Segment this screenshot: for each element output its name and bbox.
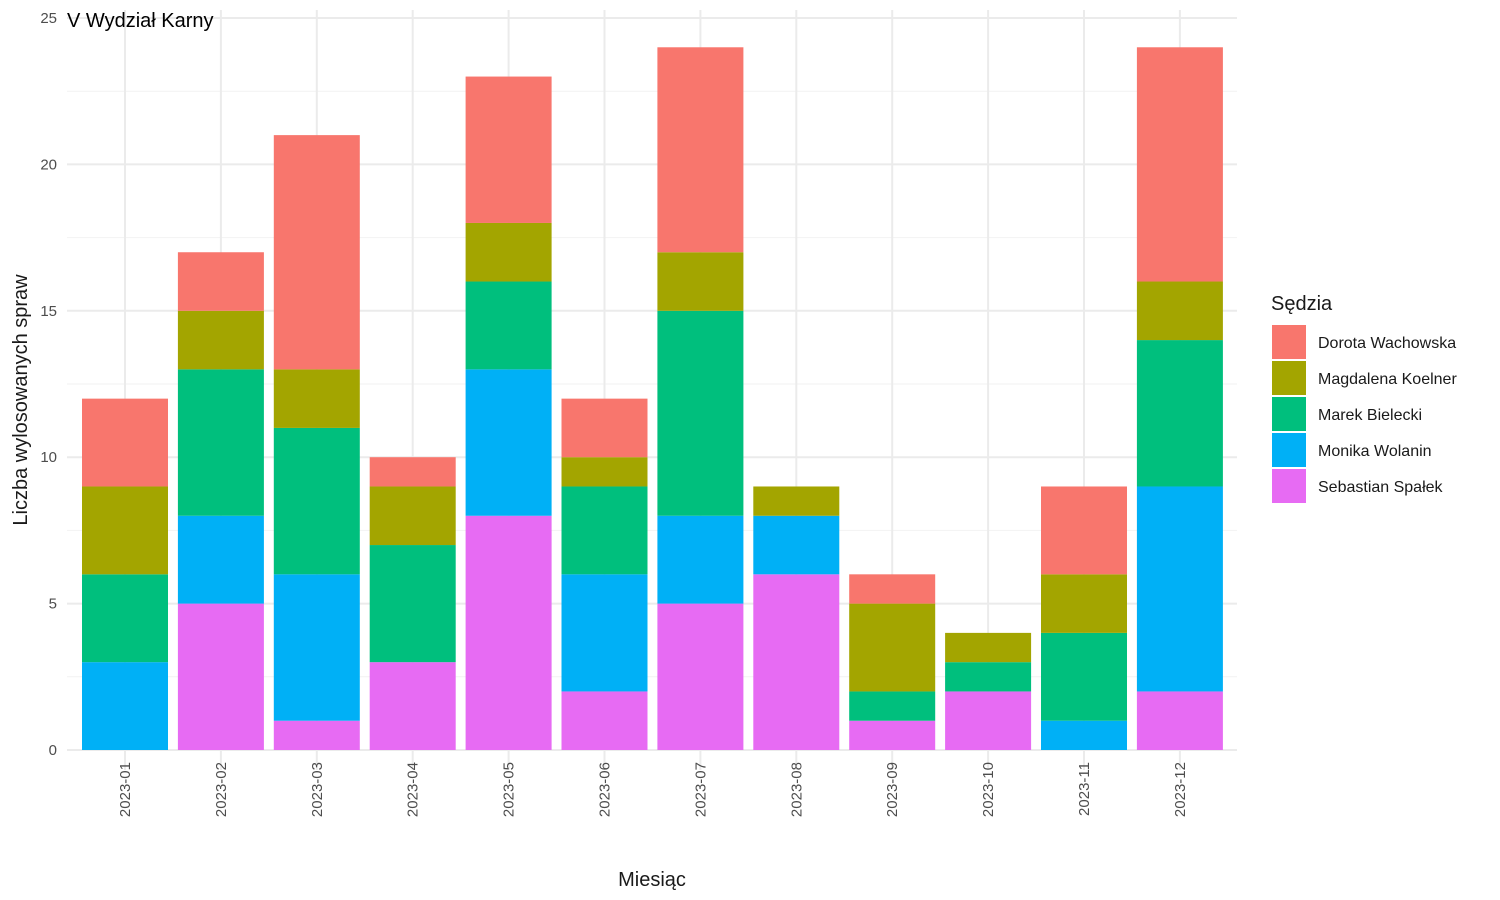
bar-segment (177, 603, 264, 750)
y-tick-label: 25 (40, 10, 57, 27)
bar-segment (849, 691, 936, 721)
x-tick-label: 2023-02 (213, 762, 230, 817)
bar-segment (849, 603, 936, 692)
bar-segment (82, 574, 168, 663)
bar-segment (369, 457, 456, 487)
bar-segment (657, 603, 744, 750)
bar-segment (465, 222, 552, 282)
legend-swatch (1272, 325, 1306, 359)
bar-segment (561, 691, 648, 750)
bar-segment (369, 545, 456, 663)
x-tick-label: 2023-10 (980, 762, 997, 817)
bar-segment (465, 369, 552, 516)
x-tick-label: 2023-01 (117, 762, 134, 817)
legend-label: Sebastian Spałek (1318, 479, 1444, 496)
bar-segment (657, 47, 744, 253)
bar-segment (657, 252, 744, 311)
bar-segment (945, 632, 1032, 663)
bar-segment (849, 574, 936, 604)
bar-segment (1136, 486, 1223, 692)
bar-segment (273, 369, 360, 428)
bar-segment (945, 691, 1032, 750)
x-tick-label: 2023-12 (1172, 762, 1189, 817)
x-tick-label: 2023-03 (309, 762, 326, 817)
legend-title: Sędzia (1271, 293, 1333, 315)
legend-label: Magdalena Koelner (1318, 371, 1457, 388)
bar-segment (82, 662, 168, 750)
bar-segment (273, 720, 360, 750)
legend-label: Marek Bielecki (1318, 407, 1422, 424)
bar-segment (1136, 281, 1223, 341)
bar-segment (273, 427, 360, 575)
bar-segment (945, 662, 1032, 692)
bar-segment (369, 486, 456, 546)
y-tick-label: 5 (49, 596, 57, 613)
bar-segment (465, 76, 552, 223)
x-tick-label: 2023-07 (692, 762, 709, 817)
x-tick-label: 2023-05 (501, 762, 518, 817)
chart-title: V Wydział Karny (67, 10, 214, 32)
bar-segment (753, 515, 840, 575)
bar-segment (561, 574, 648, 692)
x-axis-title: Miesiąc (618, 869, 686, 891)
x-tick-label: 2023-06 (597, 762, 614, 817)
bar-segment (177, 252, 264, 311)
bar-segment (177, 515, 264, 604)
y-tick-label: 10 (40, 449, 57, 466)
y-tick-label: 15 (40, 303, 57, 320)
bar-segment (1136, 47, 1223, 282)
y-axis-title: Liczba wylosowanych spraw (10, 274, 32, 526)
legend: Sędzia Dorota Wachowska Magdalena Koelner… (1271, 293, 1457, 503)
legend-swatch (1272, 433, 1306, 467)
bar-segment (273, 574, 360, 721)
bar-segment (465, 515, 552, 750)
bar-segment (753, 574, 840, 750)
x-tick-label: 2023-04 (405, 762, 422, 817)
bars (82, 47, 1223, 750)
bar-segment (657, 515, 744, 604)
bar-segment (177, 369, 264, 516)
bar-segment (561, 457, 648, 487)
x-tick-label: 2023-09 (884, 762, 901, 817)
bar-segment (273, 135, 360, 370)
legend-swatch (1272, 361, 1306, 395)
bar-segment (1041, 574, 1127, 633)
legend-swatch (1272, 397, 1306, 431)
x-axis-ticks: 2023-01 2023-02 2023-03 2023-04 2023-05 2023-… (117, 762, 1189, 817)
legend-label: Dorota Wachowska (1318, 335, 1456, 352)
y-axis-ticks: 0 5 10 15 20 25 (40, 10, 57, 759)
bar-segment (1041, 486, 1127, 575)
bar-segment (849, 720, 936, 750)
bar-segment (177, 310, 264, 370)
bar-segment (753, 486, 840, 516)
x-tick-label: 2023-08 (788, 762, 805, 817)
bar-segment (1136, 340, 1223, 487)
bar-segment (561, 398, 648, 458)
bar-segment (1136, 691, 1223, 750)
bar-segment (369, 662, 456, 750)
bar-segment (465, 281, 552, 370)
y-tick-label: 0 (49, 742, 57, 759)
bar-segment (82, 486, 168, 575)
legend-label: Monika Wolanin (1318, 443, 1432, 460)
bar-segment (657, 310, 744, 516)
legend-swatch (1272, 469, 1306, 503)
bar-segment (1041, 632, 1127, 721)
x-tick-label: 2023-11 (1076, 762, 1093, 816)
bar-segment (561, 486, 648, 575)
bar-segment (82, 398, 168, 487)
y-tick-label: 20 (40, 156, 57, 173)
bar-segment (1041, 720, 1127, 750)
